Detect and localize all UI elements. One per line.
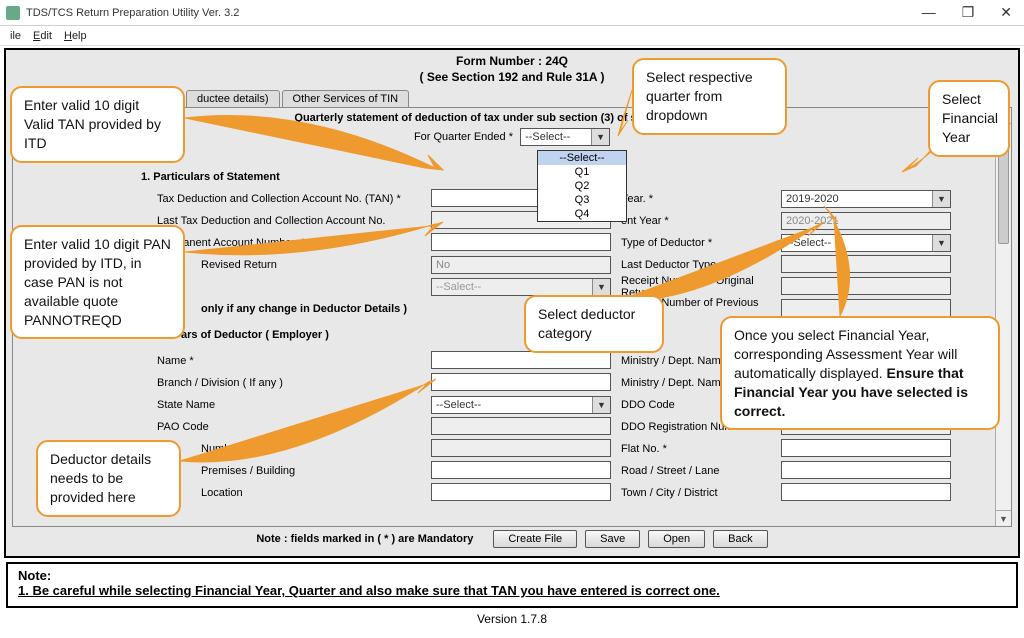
pao-input <box>431 417 611 435</box>
open-button[interactable]: Open <box>648 530 705 548</box>
app-icon <box>6 6 20 20</box>
bottom-toolbar: Note : fields marked in ( * ) are Mandat… <box>12 526 1012 552</box>
quarter-opt-q3[interactable]: Q3 <box>538 193 626 207</box>
disabled-select: --Salect--▼ <box>431 278 611 296</box>
note-title: Note: <box>18 568 1006 583</box>
quarter-opt-select[interactable]: --Select-- <box>538 151 626 165</box>
menu-bar: ile Edit Help <box>0 26 1024 46</box>
quarter-opt-q1[interactable]: Q1 <box>538 165 626 179</box>
note-line-1: 1. Be careful while selecting Financial … <box>18 583 1006 598</box>
callout-pan: Enter valid 10 digit PAN provided by ITD… <box>10 225 185 339</box>
flat-label: Flat No. * <box>621 443 781 455</box>
fy-select[interactable]: 2019-2020▼ <box>781 190 951 208</box>
ddo-num-input <box>431 439 611 457</box>
tan-label: Tax Deduction and Collection Account No.… <box>31 193 431 205</box>
state-select[interactable]: --Select--▼ <box>431 396 611 414</box>
town-input[interactable] <box>781 483 951 501</box>
mandatory-note: Note : fields marked in ( * ) are Mandat… <box>256 533 473 545</box>
fy-label: Year. * <box>621 193 781 205</box>
version-label: Version 1.7.8 <box>0 608 1024 626</box>
chevron-down-icon: ▼ <box>932 191 950 207</box>
road-input[interactable] <box>781 461 951 479</box>
tab-deductee[interactable]: ductee details) <box>186 90 280 107</box>
back-button[interactable]: Back <box>713 530 767 548</box>
menu-edit[interactable]: Edit <box>33 30 52 42</box>
chevron-down-icon: ▼ <box>932 235 950 251</box>
window-controls: — ❐ ✕ <box>916 4 1018 21</box>
create-file-button[interactable]: Create File <box>493 530 577 548</box>
callout-fy: Select Financial Year <box>928 80 1010 157</box>
save-button[interactable]: Save <box>585 530 640 548</box>
menu-file[interactable]: ile <box>10 30 21 42</box>
window-title: TDS/TCS Return Preparation Utility Ver. … <box>26 7 239 19</box>
quarter-opt-q2[interactable]: Q2 <box>538 179 626 193</box>
road-label: Road / Street / Lane <box>621 465 781 477</box>
title-bar: TDS/TCS Return Preparation Utility Ver. … <box>0 0 1024 26</box>
chevron-down-icon: ▼ <box>592 397 610 413</box>
branch-input[interactable] <box>431 373 611 391</box>
vertical-scrollbar[interactable]: ▲ ▼ <box>995 108 1011 526</box>
revised-input: No <box>431 256 611 274</box>
pan-input[interactable] <box>431 233 611 251</box>
tab-other-services[interactable]: Other Services of TIN <box>282 90 410 107</box>
callout-category: Select deductor category <box>524 295 664 353</box>
branch-label: Branch / Division ( If any ) <box>31 377 431 389</box>
close-button[interactable]: ✕ <box>994 4 1018 21</box>
scroll-down-icon[interactable]: ▼ <box>996 510 1011 526</box>
section-ref: ( See Section 192 and Rule 31A ) <box>6 70 1018 84</box>
tab-bar: ductee details) Other Services of TIN <box>186 90 1018 107</box>
ay-label: ent Year * <box>621 215 781 227</box>
callout-deductor: Deductor details needs to be provided he… <box>36 440 181 517</box>
form-number: Form Number : 24Q <box>6 54 1018 68</box>
chevron-down-icon: ▼ <box>591 129 609 145</box>
quarter-opt-q4[interactable]: Q4 <box>538 207 626 221</box>
menu-help[interactable]: Help <box>64 30 87 42</box>
town-label: Town / City / District <box>621 487 781 499</box>
quarter-dropdown[interactable]: --Select-- Q1 Q2 Q3 Q4 <box>537 150 627 222</box>
callout-ay: Once you select Financial Year, correspo… <box>720 316 1000 430</box>
callout-quarter: Select respective quarter from dropdown <box>632 58 787 135</box>
note-box: Note: 1. Be careful while selecting Fina… <box>6 562 1018 608</box>
premises-input[interactable] <box>431 461 611 479</box>
name-label: Name * <box>31 355 431 367</box>
location-input[interactable] <box>431 483 611 501</box>
minimize-button[interactable]: — <box>916 4 942 21</box>
name-input[interactable] <box>431 351 611 369</box>
flat-input[interactable] <box>781 439 951 457</box>
maximize-button[interactable]: ❐ <box>956 4 981 21</box>
callout-tan: Enter valid 10 digit Valid TAN provided … <box>10 86 185 163</box>
chevron-down-icon: ▼ <box>592 279 610 295</box>
quarter-select[interactable]: --Select-- ▼ <box>520 128 610 146</box>
